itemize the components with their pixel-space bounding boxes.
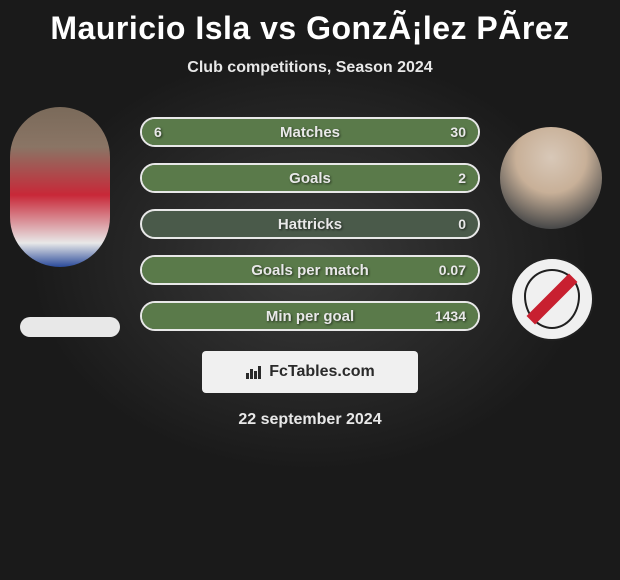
club-badge-right xyxy=(510,257,594,341)
player-photo-right xyxy=(500,127,602,229)
stat-value-right: 0.07 xyxy=(439,262,466,278)
stats-list: 6 Matches 30 Goals 2 Hattricks 0 xyxy=(140,117,480,331)
stat-bar-matches: 6 Matches 30 xyxy=(140,117,480,147)
stat-value-right: 2 xyxy=(458,170,466,186)
stat-bar-goals: Goals 2 xyxy=(140,163,480,193)
stat-label: Goals xyxy=(289,170,331,187)
stat-value-right: 1434 xyxy=(435,308,466,324)
stat-label: Min per goal xyxy=(266,308,354,325)
club-badge-left xyxy=(20,317,120,337)
branding-text: FcTables.com xyxy=(269,363,375,381)
stat-bar-min-per-goal: Min per goal 1434 xyxy=(140,301,480,331)
page-title: Mauricio Isla vs GonzÃ¡lez PÃrez xyxy=(50,10,569,47)
stat-value-left: 6 xyxy=(154,124,162,140)
branding-box: FcTables.com xyxy=(202,351,418,393)
stat-label: Goals per match xyxy=(251,262,369,279)
stat-value-right: 30 xyxy=(450,124,466,140)
subtitle: Club competitions, Season 2024 xyxy=(187,59,432,77)
infographic-container: Mauricio Isla vs GonzÃ¡lez PÃrez Club co… xyxy=(0,0,620,580)
stats-row: 6 Matches 30 Goals 2 Hattricks 0 xyxy=(0,117,620,331)
stat-value-right: 0 xyxy=(458,216,466,232)
stat-fill-left xyxy=(142,119,199,145)
player-photo-left xyxy=(10,107,110,267)
river-plate-shield-icon xyxy=(524,269,580,329)
stat-bar-hattricks: Hattricks 0 xyxy=(140,209,480,239)
stat-bar-goals-per-match: Goals per match 0.07 xyxy=(140,255,480,285)
chart-icon xyxy=(245,363,263,381)
stat-label: Hattricks xyxy=(278,216,342,233)
date-text: 22 september 2024 xyxy=(238,411,381,429)
stat-label: Matches xyxy=(280,124,340,141)
